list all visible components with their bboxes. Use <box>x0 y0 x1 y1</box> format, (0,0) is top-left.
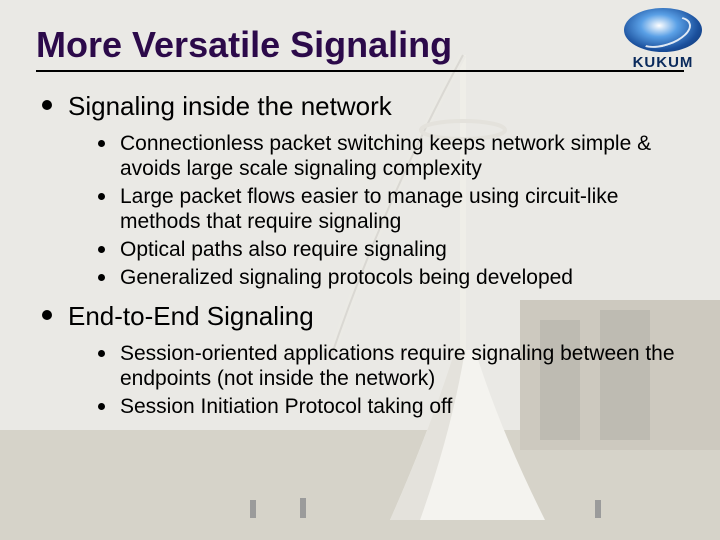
slide: More Versatile Signaling Signaling insid… <box>0 0 720 540</box>
slide-title: More Versatile Signaling <box>36 24 684 66</box>
l2-text: Session Initiation Protocol taking off <box>120 394 684 420</box>
l2-text: Connectionless packet switching keeps ne… <box>120 131 684 182</box>
sub-list: Session-oriented applications require si… <box>68 341 684 420</box>
bullet-icon <box>98 403 105 410</box>
list-item: Signaling inside the network Connectionl… <box>36 90 684 290</box>
list-item: End-to-End Signaling Session-oriented ap… <box>36 300 684 419</box>
bullet-icon <box>42 100 52 110</box>
bullet-list: Signaling inside the network Connectionl… <box>36 90 684 419</box>
list-item: Large packet flows easier to manage usin… <box>96 184 684 235</box>
bullet-icon <box>98 246 105 253</box>
bullet-icon <box>98 350 105 357</box>
sub-list: Connectionless packet switching keeps ne… <box>68 131 684 291</box>
list-item: Generalized signaling protocols being de… <box>96 265 684 291</box>
list-item: Session-oriented applications require si… <box>96 341 684 392</box>
bullet-icon <box>98 193 105 200</box>
list-item: Connectionless packet switching keeps ne… <box>96 131 684 182</box>
list-item: Optical paths also require signaling <box>96 237 684 263</box>
l1-text: End-to-End Signaling <box>68 300 684 333</box>
list-item: Session Initiation Protocol taking off <box>96 394 684 420</box>
l2-text: Optical paths also require signaling <box>120 237 684 263</box>
l2-text: Generalized signaling protocols being de… <box>120 265 684 291</box>
bullet-icon <box>98 274 105 281</box>
bullet-icon <box>98 140 105 147</box>
l2-text: Large packet flows easier to manage usin… <box>120 184 684 235</box>
logo-globe-icon <box>624 8 702 52</box>
l2-text: Session-oriented applications require si… <box>120 341 684 392</box>
title-rule <box>36 70 684 72</box>
logo: KUKUM <box>624 8 702 71</box>
logo-text: KUKUM <box>624 54 702 71</box>
l1-text: Signaling inside the network <box>68 90 684 123</box>
bullet-icon <box>42 310 52 320</box>
